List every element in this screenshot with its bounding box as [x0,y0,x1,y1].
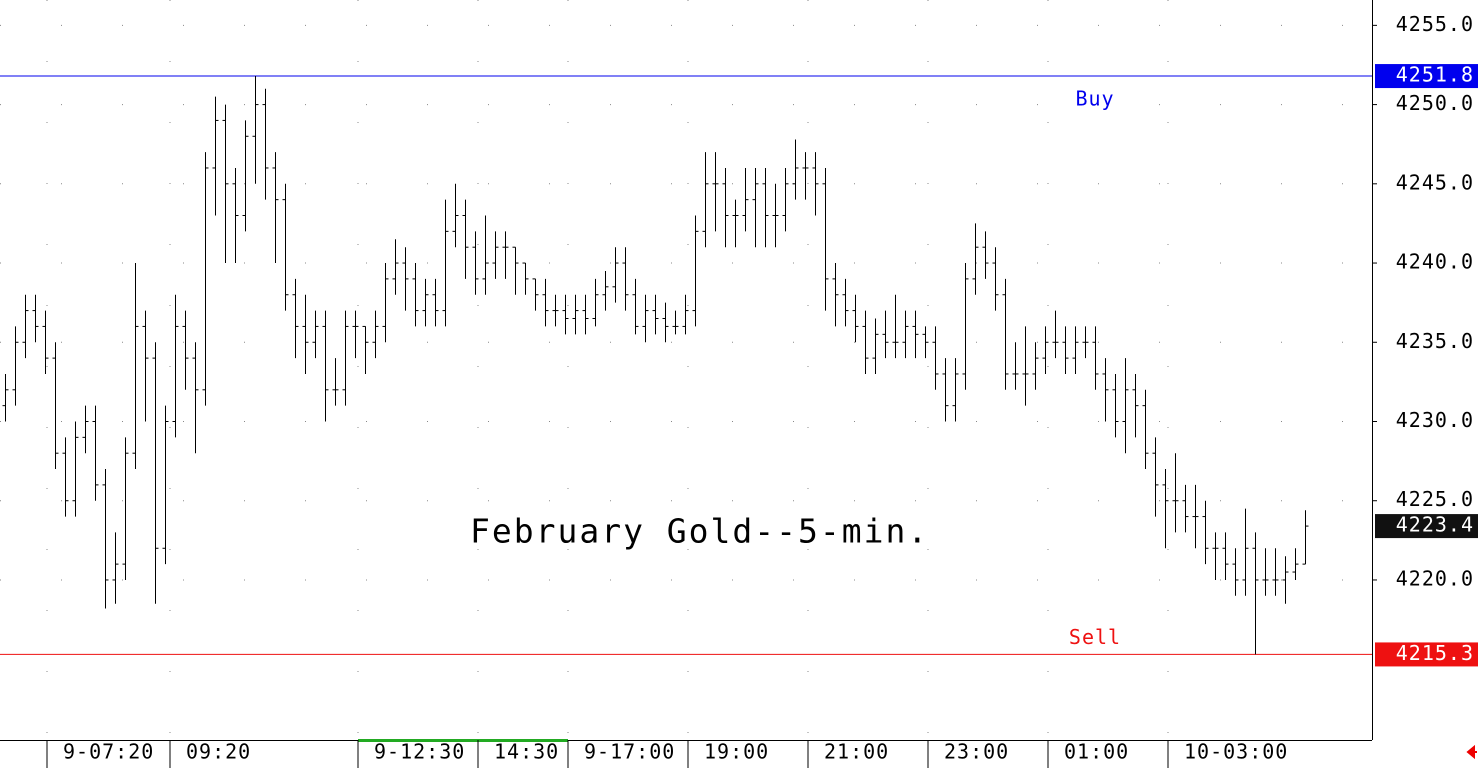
x-tick-label: 09:20 [186,740,251,764]
level-label: 4251.8 [1396,63,1474,87]
y-tick-label: 4230.0 [1396,408,1474,432]
x-tick-label: 9-12:30 [374,740,465,764]
x-tick-label: 9-07:20 [63,740,154,764]
y-tick-label: 4220.0 [1396,566,1474,590]
x-tick-label: 9-17:00 [584,740,675,764]
level-box [1375,642,1478,667]
scroll-arrow[interactable] [1466,744,1477,760]
level-box [1375,64,1478,89]
x-tick-label: 14:30 [494,740,559,764]
x-tick-label: 10-03:00 [1184,740,1288,764]
level-name: Sell [1069,625,1121,649]
x-tick-label: 19:00 [704,740,769,764]
x-tick-label: 01:00 [1064,740,1129,764]
x-tick-label: 23:00 [944,740,1009,764]
level-name: Buy [1075,87,1114,111]
level-label: 4215.3 [1396,641,1474,665]
last-price-box [1375,514,1478,539]
y-tick-label: 4225.0 [1396,487,1474,511]
x-tick-label: 21:00 [824,740,889,764]
y-tick-label: 4245.0 [1396,170,1474,194]
y-tick-label: 4250.0 [1396,91,1474,115]
y-tick-label: 4240.0 [1396,250,1474,274]
y-tick-label: 4235.0 [1396,329,1474,353]
y-tick-label: 4255.0 [1396,12,1474,36]
annotation: February Gold--5-min. [470,512,929,551]
last-price-label: 4223.4 [1396,513,1474,537]
